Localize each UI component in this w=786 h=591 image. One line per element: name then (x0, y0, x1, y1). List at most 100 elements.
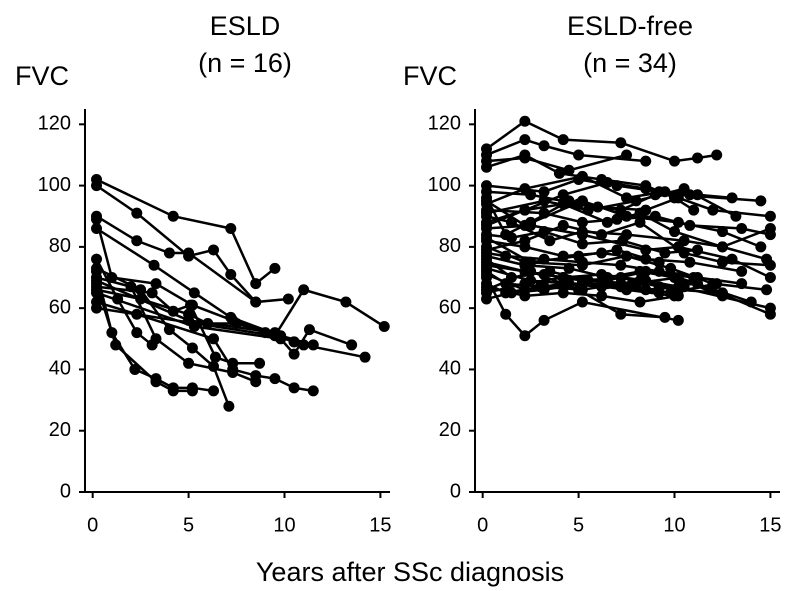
data-point (557, 189, 569, 201)
data-point (576, 296, 588, 308)
y-tick-label: 100 (38, 174, 71, 196)
x-tick-label: 5 (573, 514, 584, 536)
data-point (659, 247, 671, 259)
data-point (764, 308, 776, 320)
data-point (640, 183, 652, 195)
data-point (91, 222, 103, 234)
series-line (486, 285, 679, 304)
data-point (91, 302, 103, 314)
y-tick-label: 120 (428, 113, 461, 135)
data-point (481, 161, 493, 173)
data-point (659, 311, 671, 323)
data-point (148, 259, 160, 271)
y-tick-label: 0 (450, 480, 461, 502)
data-point (692, 152, 704, 164)
data-point (519, 290, 531, 302)
data-point (711, 149, 723, 161)
data-point (150, 333, 162, 345)
data-point (254, 357, 266, 369)
data-point (615, 259, 627, 271)
data-point (208, 244, 220, 256)
data-point (538, 284, 550, 296)
data-point (621, 210, 633, 222)
data-point (557, 272, 569, 284)
data-point (481, 219, 493, 231)
data-point (298, 339, 310, 351)
y-axis-label: FVC (15, 61, 69, 91)
data-point (346, 339, 358, 351)
data-point (563, 164, 575, 176)
data-point (250, 370, 262, 382)
data-point (481, 195, 493, 207)
data-point (755, 195, 767, 207)
x-tick-label: 10 (663, 514, 685, 536)
data-point (707, 204, 719, 216)
data-point (129, 363, 141, 375)
y-tick-label: 20 (439, 419, 461, 441)
chart-subtitle: (n = 16) (198, 48, 292, 78)
data-point (764, 259, 776, 271)
data-point (764, 222, 776, 234)
y-tick-label: 120 (38, 113, 71, 135)
data-point (736, 222, 748, 234)
x-axis-label: Years after SSc diagnosis (256, 557, 564, 587)
data-point (576, 216, 588, 228)
data-point (519, 219, 531, 231)
data-point (617, 235, 629, 247)
data-point (730, 210, 742, 222)
data-point (601, 275, 613, 287)
data-point (634, 216, 646, 228)
data-point (736, 278, 748, 290)
data-point (611, 244, 623, 256)
data-point (716, 256, 728, 268)
data-point (640, 265, 652, 277)
y-tick-label: 20 (49, 419, 71, 441)
data-point (672, 314, 684, 326)
data-point (378, 321, 390, 333)
data-point (678, 247, 690, 259)
data-point (269, 262, 281, 274)
data-point (282, 293, 294, 305)
data-point (557, 219, 569, 231)
data-point (481, 244, 493, 256)
series-line (486, 220, 771, 267)
chart-subtitle: (n = 34) (583, 48, 677, 78)
data-point (519, 330, 531, 342)
data-point (684, 256, 696, 268)
data-point (91, 287, 103, 299)
data-point (185, 299, 197, 311)
data-point (131, 235, 143, 247)
data-point (630, 195, 642, 207)
data-point (223, 400, 235, 412)
data-point (307, 385, 319, 397)
data-point (563, 262, 575, 274)
data-point (91, 213, 103, 225)
data-point (665, 262, 677, 274)
data-point (269, 327, 281, 339)
data-point (668, 155, 680, 167)
y-tick-label: 80 (49, 235, 71, 257)
data-point (634, 275, 646, 287)
x-tick-label: 0 (477, 514, 488, 536)
data-point (340, 296, 352, 308)
data-point (684, 189, 696, 201)
data-point (573, 250, 585, 262)
data-point (668, 290, 680, 302)
series-line (95, 218, 295, 344)
data-point (519, 278, 531, 290)
y-tick-label: 100 (428, 174, 461, 196)
data-point (146, 287, 158, 299)
data-point (183, 314, 195, 326)
data-point (538, 314, 550, 326)
data-point (209, 351, 221, 363)
data-point (621, 192, 633, 204)
y-tick-label: 80 (439, 235, 461, 257)
y-axis-label: FVC (403, 61, 457, 91)
data-point (582, 204, 594, 216)
data-point (225, 222, 237, 234)
data-point (131, 327, 143, 339)
data-point (288, 382, 300, 394)
data-point (538, 186, 550, 198)
data-point (615, 137, 627, 149)
data-point (505, 287, 517, 299)
